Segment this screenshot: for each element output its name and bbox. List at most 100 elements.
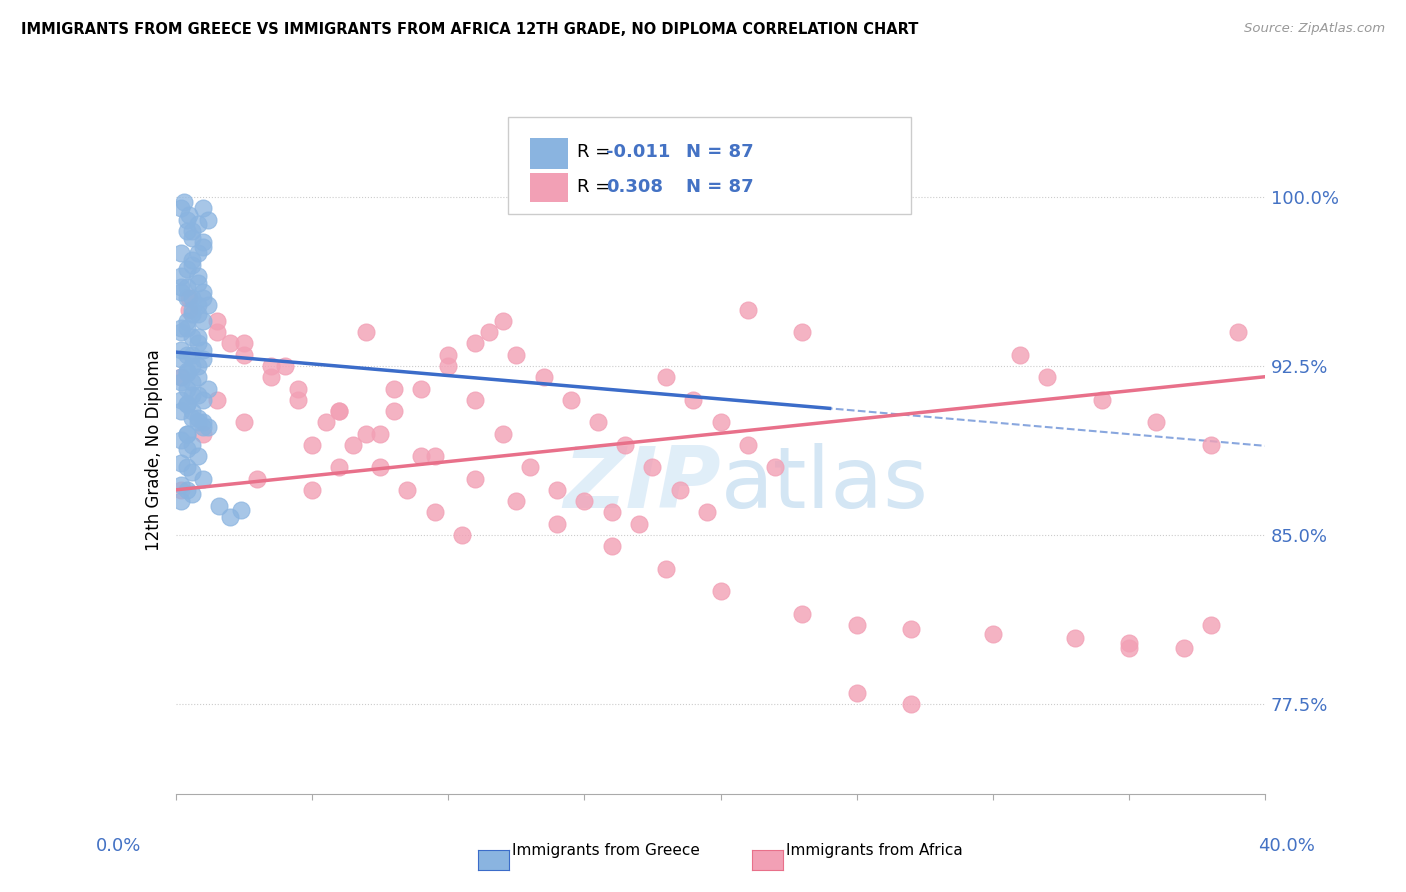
Text: Source: ZipAtlas.com: Source: ZipAtlas.com — [1244, 22, 1385, 36]
Point — [655, 562, 678, 576]
Point — [655, 370, 678, 384]
Point — [191, 352, 214, 367]
Point — [181, 348, 204, 362]
Point — [170, 483, 193, 497]
Point — [274, 359, 297, 373]
Text: Immigrants from Africa: Immigrants from Africa — [786, 843, 963, 858]
Point — [1144, 415, 1167, 429]
Point — [627, 516, 650, 531]
Point — [170, 494, 193, 508]
Point — [737, 438, 759, 452]
Point — [197, 298, 219, 312]
Point — [176, 366, 198, 380]
Point — [176, 280, 198, 294]
Point — [170, 325, 193, 339]
Point — [181, 330, 204, 344]
Point — [1199, 618, 1222, 632]
Point — [170, 478, 193, 492]
Point — [197, 212, 219, 227]
Point — [191, 419, 214, 434]
Point — [368, 460, 391, 475]
Point — [219, 509, 242, 524]
Point — [696, 505, 718, 519]
Point — [710, 415, 733, 429]
Point — [170, 285, 193, 299]
Point — [205, 314, 228, 328]
Point — [356, 325, 378, 339]
Point — [176, 314, 198, 328]
Point — [186, 359, 209, 373]
Text: R =: R = — [576, 143, 616, 161]
Point — [519, 460, 541, 475]
Point — [186, 415, 209, 429]
Point — [176, 348, 198, 362]
Point — [181, 253, 204, 268]
Point — [437, 348, 460, 362]
FancyBboxPatch shape — [508, 118, 911, 213]
Point — [176, 292, 198, 306]
Point — [287, 382, 309, 396]
Point — [560, 392, 582, 407]
Point — [186, 307, 209, 321]
Point — [170, 280, 193, 294]
Point — [170, 246, 193, 260]
Point — [170, 268, 193, 283]
Point — [176, 382, 198, 396]
Point — [382, 382, 405, 396]
Point — [191, 472, 214, 486]
Point — [186, 276, 209, 290]
Point — [181, 224, 204, 238]
Point — [492, 314, 515, 328]
Point — [191, 415, 214, 429]
Point — [186, 449, 209, 463]
Bar — [530, 138, 568, 169]
Point — [423, 505, 446, 519]
Point — [1091, 392, 1114, 407]
Point — [181, 388, 204, 402]
Point — [181, 359, 204, 373]
Text: IMMIGRANTS FROM GREECE VS IMMIGRANTS FROM AFRICA 12TH GRADE, NO DIPLOMA CORRELAT: IMMIGRANTS FROM GREECE VS IMMIGRANTS FRO… — [21, 22, 918, 37]
Text: -0.011: -0.011 — [606, 143, 671, 161]
Point — [356, 426, 378, 441]
Point — [170, 375, 193, 389]
Point — [396, 483, 419, 497]
Point — [1173, 640, 1195, 655]
Point — [437, 359, 460, 373]
Point — [205, 325, 228, 339]
Point — [181, 292, 204, 306]
Point — [409, 382, 432, 396]
Point — [186, 268, 209, 283]
Text: ZIP: ZIP — [562, 443, 721, 526]
Point — [600, 539, 623, 553]
Point — [170, 352, 193, 367]
Point — [179, 292, 201, 306]
Point — [423, 449, 446, 463]
Point — [179, 302, 201, 317]
Point — [737, 302, 759, 317]
Text: atlas: atlas — [721, 443, 928, 526]
Point — [205, 392, 228, 407]
Point — [232, 348, 254, 362]
Text: 40.0%: 40.0% — [1258, 837, 1315, 855]
Point — [287, 392, 309, 407]
Point — [845, 618, 868, 632]
Point — [170, 343, 193, 358]
Point — [176, 320, 198, 334]
Text: Immigrants from Greece: Immigrants from Greece — [512, 843, 700, 858]
Point — [1036, 370, 1059, 384]
Point — [170, 456, 193, 470]
Point — [191, 314, 214, 328]
Point — [981, 627, 1004, 641]
Point — [170, 320, 193, 334]
Point — [546, 516, 568, 531]
Point — [181, 302, 204, 317]
Point — [170, 404, 193, 418]
Point — [176, 442, 198, 457]
Point — [232, 336, 254, 351]
Point — [900, 623, 922, 637]
Point — [186, 298, 209, 312]
Point — [586, 415, 609, 429]
Point — [315, 415, 337, 429]
Point — [492, 426, 515, 441]
Point — [191, 426, 214, 441]
